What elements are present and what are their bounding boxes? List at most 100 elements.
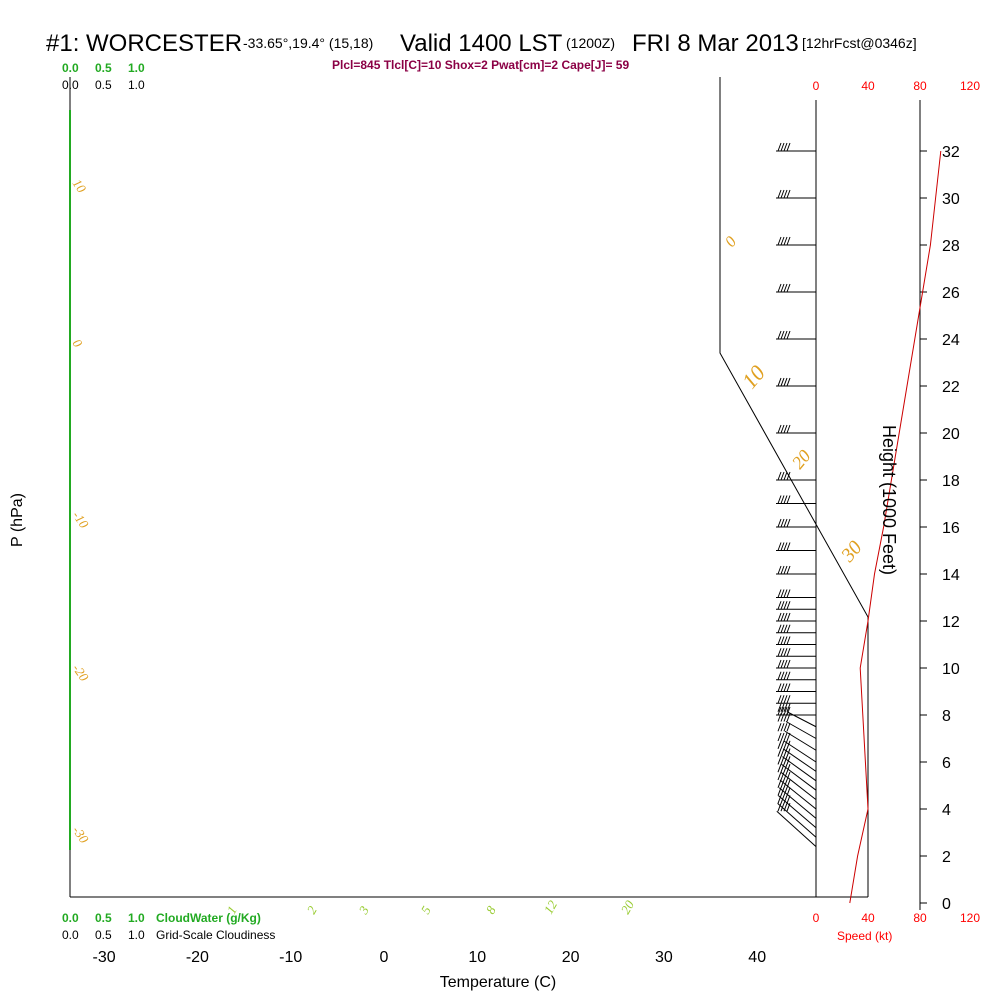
wind-barb-flag (780, 612, 785, 622)
wind-barb (776, 695, 816, 704)
height-tick-label: 10 (942, 661, 960, 678)
wind-barb (776, 636, 816, 645)
wind-barb-flag (780, 659, 785, 669)
cloudwater-scale-2: 1.0 (128, 61, 145, 75)
wind-barb (776, 142, 816, 152)
wind-barb-flag (777, 471, 782, 481)
wind-barb-flag (777, 601, 782, 610)
wind-barb-staff (778, 787, 817, 819)
wind-barb-flag (777, 189, 782, 199)
height-tick-label: 14 (942, 567, 960, 584)
wind-barb-flag (783, 189, 788, 199)
wind-barb-flag (780, 779, 785, 788)
mixing-ratio-label: 12 (541, 897, 561, 916)
wind-barb (777, 787, 817, 829)
wind-barb-flag (780, 683, 785, 692)
wind-barb-flag (786, 142, 791, 152)
wind-barb-flag (777, 542, 782, 551)
wind-barb-flag (783, 636, 788, 645)
temperature-tick-label: 40 (748, 949, 766, 966)
wind-barb-flag (786, 189, 791, 199)
wind-barb-flag (780, 189, 785, 199)
wind-barb-flag (777, 565, 782, 575)
wind-barb (776, 189, 816, 199)
wind-barb-staff (780, 771, 817, 800)
x-axis-title: Temperature (C) (440, 974, 556, 991)
wind-barb-flag (777, 740, 782, 749)
wind-barb-flag (777, 695, 782, 704)
wind-barb (776, 601, 816, 610)
speed-tick-top-120: 120 (960, 79, 980, 93)
wind-barb-flag (777, 518, 782, 528)
stability-indices: Plcl=845 Tlcl[C]=10 Shox=2 Pwat[cm]=2 Ca… (332, 58, 629, 72)
wind-barb-flag (786, 495, 791, 504)
speed-tick-top-0: 0 (813, 79, 820, 93)
wind-barb-flag (777, 659, 782, 669)
mixing-ratio-label: 3 (355, 903, 372, 917)
wind-barb-flag (777, 683, 782, 692)
dry-adiabat-label: 0 (722, 234, 740, 251)
wind-barb (776, 648, 816, 657)
height-tick-label: 20 (942, 426, 960, 443)
isotherm-label: 10 (70, 176, 90, 196)
wind-barb-flag (783, 518, 788, 528)
wind-barb-flag (777, 779, 782, 788)
valid-time: Valid 1400 LST (400, 30, 563, 57)
wind-barb-flag (780, 236, 785, 246)
height-axis-title: Height (1000 Feet) (879, 425, 899, 575)
temperature-tick-label: -10 (279, 949, 302, 966)
station-coords: -33.65°,19.4° (15,18) (243, 35, 373, 51)
cloudwater-scale-bottom-2: 1.0 (128, 911, 145, 925)
wind-barb-flag (777, 330, 782, 340)
cloudwater-scale-bottom-0: 0.0 (62, 911, 79, 925)
wind-barb-flag (786, 424, 791, 434)
mixing-ratio-label: 20 (618, 897, 638, 916)
wind-barb-flag (783, 756, 788, 765)
wind-barb-flag (780, 740, 785, 749)
wind-barb (776, 683, 816, 692)
wind-barb-flag (777, 424, 782, 434)
wind-barb (776, 565, 816, 575)
chart-frame (69, 77, 869, 898)
wind-barb (776, 330, 816, 340)
speed-tick-top-80: 80 (913, 79, 927, 93)
wind-barb-flag (786, 377, 791, 387)
wind-barb-flag (786, 740, 791, 749)
wind-barb-flag (777, 283, 782, 293)
wind-barb (777, 764, 817, 800)
dry-adiabat-label: 20 (788, 446, 815, 473)
cloudwater-label: CloudWater (g/Kg) (156, 911, 261, 925)
height-tick-label: 24 (942, 332, 960, 349)
wind-barb-flag (786, 471, 791, 481)
wind-barb (776, 495, 816, 504)
forecast-info: [12hrFcst@0346z] (802, 35, 917, 51)
wind-barb-flag (783, 495, 788, 504)
speed-tick-bottom-120: 120 (960, 911, 980, 925)
wind-barb-flag (780, 142, 785, 152)
wind-barb-flag (786, 683, 791, 692)
wind-barb-staff (776, 810, 817, 847)
wind-barb-flag (783, 671, 788, 680)
mixing-ratio-label: 5 (418, 903, 434, 917)
height-tick-label: 16 (942, 520, 960, 537)
height-tick-label: 30 (942, 191, 960, 208)
cloudiness-label: Grid-Scale Cloudiness (156, 928, 275, 942)
wind-barb-flag (783, 787, 788, 796)
wind-barb (776, 589, 816, 598)
wind-barb-flag (783, 723, 788, 732)
utc-time: (1200Z) (566, 35, 615, 51)
wind-barb-staff (781, 764, 817, 791)
wind-barb-flag (780, 424, 785, 434)
wind-barb-flag (783, 703, 788, 712)
wind-barb-staff (784, 730, 817, 751)
wind-speed-profile (849, 150, 942, 904)
wind-barb-flag (777, 612, 782, 622)
wind-barb (776, 671, 816, 681)
height-tick-label: 26 (942, 285, 960, 302)
speed-tick-bottom-40: 40 (861, 911, 875, 925)
wind-barb-flag (780, 518, 785, 528)
temperature-tick-label: -30 (93, 949, 116, 966)
wind-barb-flag (786, 589, 791, 598)
